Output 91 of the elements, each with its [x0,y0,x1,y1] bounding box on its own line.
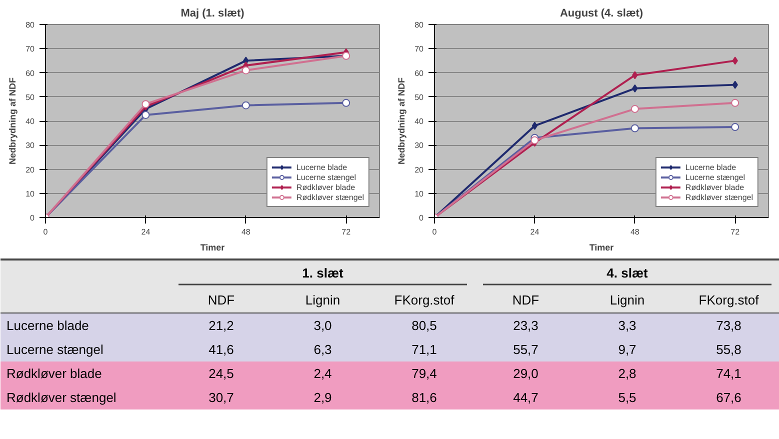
category-label: Rødkløver stængel [6,390,116,405]
text: 81,6 [412,390,437,405]
text: 4. slæt [606,266,649,280]
text: 55,7 [513,342,538,357]
text: 6,3 [314,342,332,357]
x-tick-label: 24 [141,228,151,236]
category-label: FKorg.stof [394,292,455,308]
y-tick-label: 80 [26,20,36,30]
point [732,56,738,65]
point [731,123,740,132]
category-label: NDF [512,292,540,308]
text: 80,5 [412,318,437,333]
y-tick-label: 30 [26,141,36,150]
x-tick-label: 48 [241,228,251,236]
y-tick-label: 60 [26,68,36,78]
legend-label: Lucerne stængel [685,172,746,182]
y-tick-label: 10 [26,189,36,198]
y-tick-label: 20 [414,165,424,174]
chart-title: Maj (1. slæt) [180,8,245,20]
y-tick-label: 80 [414,20,424,30]
text: 29,0 [513,366,538,381]
category-label: Lucerne stængel [6,342,104,357]
legend-label: Rødkløver blade [685,182,744,192]
point [530,136,539,144]
text: 74,1 [716,366,742,381]
point [342,98,350,107]
category-label: Lignin [610,292,645,308]
category-label: FKorg.stof [698,292,760,308]
point [242,66,250,74]
legend-label: Rødkløver stængel [296,192,364,202]
y-tick-label: 30 [414,141,424,150]
y-tick-label: 0 [30,214,36,222]
y-tick-label: 60 [414,68,424,78]
text: 41,6 [208,342,234,357]
y-tick-label: 50 [26,92,36,102]
point [242,101,250,110]
text: 3,0 [314,318,332,333]
text: 2,4 [314,366,332,381]
chart-title: August (4. slæt) [560,8,644,20]
text: 2,8 [618,366,636,381]
legend-label: Lucerne blade [685,162,736,172]
y-tick-label: 40 [26,117,36,126]
y-tick-label: 70 [26,44,36,54]
x-tick-label: 24 [530,228,540,236]
y-tick-label: 0 [419,214,424,222]
point [630,104,639,113]
x-axis-title: Timer [589,242,614,252]
text: 71,1 [412,342,437,357]
y-tick-label: 20 [26,165,36,174]
point [732,80,738,89]
y-axis-title: Nedbrydning af NDF [8,77,18,164]
legend-label: Lucerne stængel [296,172,356,182]
legend-label: Rødkløver blade [296,182,356,192]
text: 3,3 [618,318,636,333]
point [630,124,639,132]
point [632,84,638,92]
point [632,71,638,80]
point [142,100,150,108]
legend-label: Rødkløver stængel [685,192,753,202]
text: 79,4 [412,366,437,381]
x-tick-label: 0 [432,228,438,236]
text: 1. slæt [302,266,344,280]
text: 23,3 [513,318,538,333]
text: 73,8 [716,318,742,333]
text: 2,9 [314,390,332,405]
text: 5,5 [618,390,636,405]
text: 9,7 [618,342,636,357]
category-label: NDF [208,292,235,308]
category-label: Rødkløver blade [6,366,102,381]
y-tick-label: 50 [414,92,424,102]
text: 55,8 [716,342,742,357]
x-tick-label: 72 [342,228,352,236]
x-tick-label: 0 [43,228,48,236]
point [532,122,538,130]
x-tick-label: 48 [630,228,640,236]
y-tick-label: 40 [414,117,424,126]
point [731,98,740,107]
x-tick-label: 72 [730,228,740,236]
legend-label: Lucerne blade [296,162,348,172]
y-tick-label: 10 [414,189,424,198]
point [142,110,150,119]
category-label: Lignin [305,292,340,308]
text: 44,7 [513,390,538,405]
y-tick-label: 70 [414,44,424,54]
x-axis-title: Timer [200,242,226,252]
category-label: Lucerne blade [6,318,89,333]
y-axis-title: Nedbrydning af NDF [396,77,407,164]
text: 21,2 [208,318,234,333]
text: 67,6 [716,390,742,405]
text: 24,5 [208,366,234,381]
text: 30,7 [208,390,234,405]
